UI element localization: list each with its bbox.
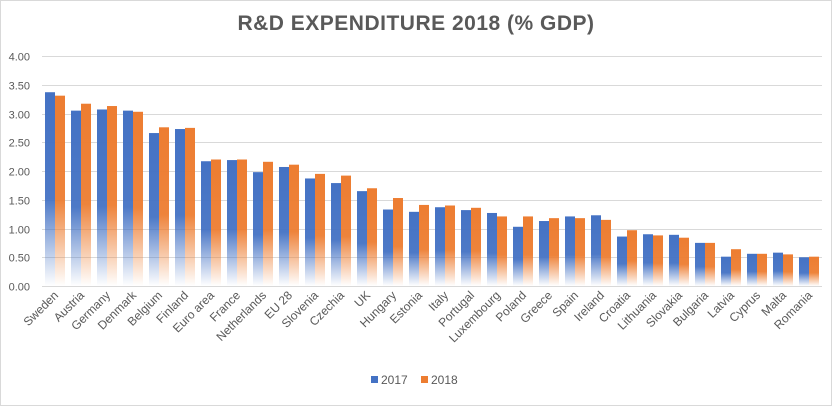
bar-2018-uk xyxy=(367,188,377,286)
legend-label-2017: 2017 xyxy=(381,373,408,387)
bar-2017-euro-area xyxy=(201,161,211,286)
bar-2018-austria xyxy=(81,103,91,286)
bar-2018-malta xyxy=(783,254,793,287)
bar-2017-france xyxy=(227,160,237,286)
y-tick-label: 0.00 xyxy=(9,282,30,294)
bar-2018-hungary xyxy=(393,198,403,286)
bar-2017-poland xyxy=(513,226,523,286)
bar-2017-luxembourg xyxy=(487,212,497,286)
bar-2017-romania xyxy=(799,257,809,286)
bar-2017-sweden xyxy=(45,92,55,286)
y-tick-label: 1.50 xyxy=(9,196,30,208)
bar-2018-france xyxy=(237,159,247,286)
bar-2018-romania xyxy=(809,256,819,286)
bar-2018-czechia xyxy=(341,175,351,286)
bar-2018-finland xyxy=(185,127,195,287)
y-axis-ticks: 0.00 0.50 1.00 1.50 2.00 2.50 3.00 3.50 4.00 xyxy=(9,52,30,294)
bar-2017-cyprus xyxy=(747,253,757,286)
bars xyxy=(45,92,819,287)
bar-2017-lithuania xyxy=(643,234,653,286)
bar-2018-sweden xyxy=(55,95,65,286)
y-tick-label: 2.00 xyxy=(9,167,30,179)
bar-2017-ireland xyxy=(591,215,601,286)
y-tick-label: 1.00 xyxy=(9,225,30,237)
bar-2017-germany xyxy=(97,109,107,286)
bar-2017-denmark xyxy=(123,110,133,287)
y-tick-label: 3.00 xyxy=(9,110,30,122)
bar-2018-ireland xyxy=(601,219,611,287)
bar-2017-estonia xyxy=(409,211,419,286)
bar-2018-poland xyxy=(523,216,533,286)
legend-swatch-2018 xyxy=(421,376,428,383)
bar-2018-germany xyxy=(107,106,117,286)
bar-2018-lithuania xyxy=(653,235,663,286)
bar-2017-eu-28 xyxy=(279,166,289,286)
chart-title: R&D EXPENDITURE 2018 (% GDP) xyxy=(237,12,595,35)
bar-2017-slovakia xyxy=(669,234,679,286)
bar-2017-czechia xyxy=(331,183,341,286)
bar-2018-spain xyxy=(575,218,585,286)
bar-2018-belgium xyxy=(159,127,169,286)
bar-2018-croatia xyxy=(627,230,637,286)
bar-2017-italy xyxy=(435,207,445,286)
bar-2018-bulgaria xyxy=(705,242,715,287)
y-tick-label: 4.00 xyxy=(9,52,30,64)
legend-swatch-2017 xyxy=(371,376,378,383)
legend: 2017 2018 xyxy=(371,373,458,387)
bar-2018-denmark xyxy=(133,111,143,286)
bar-2017-croatia xyxy=(617,236,627,286)
bar-2017-portugal xyxy=(461,210,471,286)
bar-2018-slovakia xyxy=(679,237,689,286)
bar-2018-portugal xyxy=(471,207,481,286)
y-tick-label: 0.50 xyxy=(9,253,30,265)
bar-2017-spain xyxy=(565,216,575,286)
gridlines xyxy=(42,56,822,287)
bar-2018-latvia xyxy=(731,249,741,286)
bar-2017-netherlands xyxy=(253,172,263,286)
bar-2017-hungary xyxy=(383,209,393,286)
bar-2018-luxembourg xyxy=(497,216,507,286)
legend-label-2018: 2018 xyxy=(431,373,458,387)
bar-2017-slovenia xyxy=(305,178,315,286)
bar-2017-malta xyxy=(773,252,783,286)
bar-2018-slovenia xyxy=(315,173,325,287)
bar-2017-austria xyxy=(71,110,81,287)
bar-2018-italy xyxy=(445,205,455,286)
bar-2018-estonia xyxy=(419,204,429,286)
bar-2017-bulgaria xyxy=(695,242,705,287)
bar-2018-euro-area xyxy=(211,159,221,286)
y-tick-label: 2.50 xyxy=(9,138,30,150)
x-tick-label: Sweden xyxy=(21,288,62,329)
bar-2018-greece xyxy=(549,218,559,286)
y-tick-label: 3.50 xyxy=(9,81,30,93)
x-axis-ticks: SwedenAustriaGermanyDenmarkBelgiumFinlan… xyxy=(21,288,816,346)
bar-2018-cyprus xyxy=(757,253,767,286)
bar-2017-latvia xyxy=(721,256,731,286)
bar-2018-netherlands xyxy=(263,161,273,286)
bar-2018-eu-28 xyxy=(289,164,299,286)
bar-2017-belgium xyxy=(149,133,159,286)
bar-2017-uk xyxy=(357,191,367,287)
bar-2017-greece xyxy=(539,221,549,286)
bar-2017-finland xyxy=(175,129,185,286)
